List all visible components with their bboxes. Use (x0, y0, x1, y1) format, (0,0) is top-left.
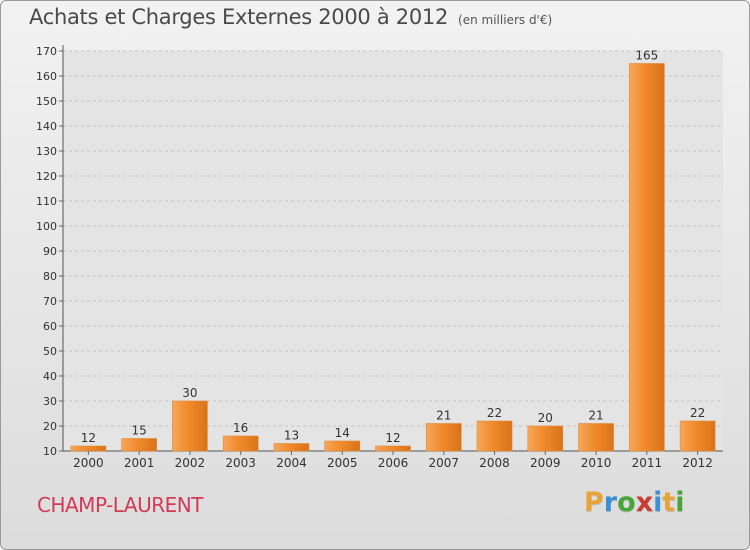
y-tick-label: 140 (36, 120, 57, 133)
y-tick-label: 60 (43, 320, 57, 333)
x-tick-label-2000: 2000 (73, 456, 104, 470)
y-tick-label: 80 (43, 270, 57, 283)
y-tick-label: 160 (36, 70, 57, 83)
x-tick-label-2003: 2003 (225, 456, 256, 470)
data-label-2009: 20 (538, 411, 553, 425)
x-tick-label-2005: 2005 (327, 456, 358, 470)
bar-2009 (527, 425, 564, 452)
bar-2010 (578, 423, 614, 452)
bar-2005 (324, 440, 361, 452)
bar-2008 (476, 420, 513, 452)
y-tick-label: 30 (43, 395, 57, 408)
y-tick-label: 40 (43, 370, 57, 383)
y-tick-label: 50 (43, 345, 57, 358)
bar-2004 (273, 443, 310, 452)
y-tick-label: 20 (43, 420, 57, 433)
y-tick-label: 170 (36, 45, 57, 58)
x-tick-label-2006: 2006 (378, 456, 409, 470)
logo-letter: r (603, 487, 618, 518)
x-tick-label-2007: 2007 (428, 456, 459, 470)
bar-2007 (425, 423, 462, 452)
bar-2002 (172, 400, 208, 452)
y-tick-label: 90 (43, 245, 57, 258)
data-label-2006: 12 (385, 431, 400, 445)
x-tick-label-2008: 2008 (479, 456, 510, 470)
y-tick-label: 130 (36, 145, 57, 158)
data-label-2000: 12 (81, 431, 96, 445)
data-label-2003: 16 (233, 421, 248, 435)
bar-2000 (70, 445, 107, 452)
chart-unit: (en milliers d'€) (458, 13, 553, 27)
logo-letter: t (662, 487, 676, 518)
y-tick-label: 110 (36, 195, 57, 208)
bar-2011 (629, 63, 665, 452)
data-label-2001: 15 (132, 424, 147, 438)
x-tick-label-2011: 2011 (632, 456, 663, 470)
data-label-2005: 14 (335, 426, 350, 440)
proxiti-logo[interactable]: Proxiti (584, 487, 685, 518)
y-tick-label: 70 (43, 295, 57, 308)
bar-2001 (121, 438, 157, 452)
x-tick-label-2009: 2009 (530, 456, 561, 470)
data-label-2002: 30 (182, 386, 197, 400)
y-tick-label: 150 (36, 95, 57, 108)
y-tick-label: 100 (36, 220, 57, 233)
bar-2003 (222, 435, 259, 452)
x-tick-label-2012: 2012 (682, 456, 713, 470)
commune-name: CHAMP-LAURENT (37, 493, 203, 517)
logo-letter: x (635, 487, 654, 518)
x-tick-label-2001: 2001 (124, 456, 155, 470)
x-tick-label-2002: 2002 (175, 456, 206, 470)
bar-2006 (375, 445, 411, 452)
chart-title-text: Achats et Charges Externes 2000 à 2012 (29, 5, 449, 29)
data-label-2011: 165 (635, 49, 658, 63)
logo-letter: i (653, 487, 663, 518)
y-tick-label: 120 (36, 170, 57, 183)
y-tick-label: 10 (43, 445, 57, 458)
data-label-2007: 21 (436, 409, 451, 423)
x-tick-label-2004: 2004 (276, 456, 307, 470)
data-label-2010: 21 (588, 409, 603, 423)
logo-letter: i (675, 487, 685, 518)
chart-title: Achats et Charges Externes 2000 à 2012 (e… (29, 5, 552, 29)
logo-letter: o (617, 487, 636, 518)
data-label-2008: 22 (487, 406, 502, 420)
data-label-2004: 13 (284, 429, 299, 443)
bar-2012 (679, 420, 716, 452)
data-label-2012: 22 (690, 406, 705, 420)
x-tick-label-2010: 2010 (581, 456, 612, 470)
logo-letter: P (584, 487, 604, 518)
